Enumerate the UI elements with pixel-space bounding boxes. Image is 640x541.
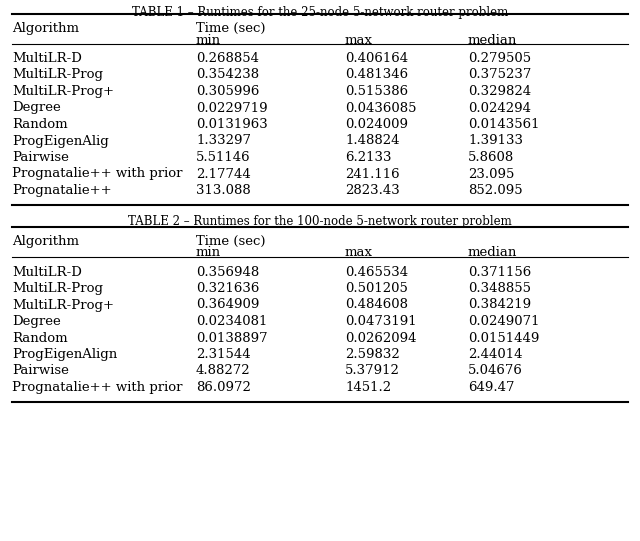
Text: 2.17744: 2.17744 [196,168,251,181]
Text: 0.305996: 0.305996 [196,85,259,98]
Text: Pairwise: Pairwise [12,365,69,378]
Text: 6.2133: 6.2133 [345,151,392,164]
Text: max: max [345,34,373,47]
Text: 0.356948: 0.356948 [196,266,259,279]
Text: 86.0972: 86.0972 [196,381,251,394]
Text: 0.465534: 0.465534 [345,266,408,279]
Text: Degree: Degree [12,102,61,115]
Text: 1.48824: 1.48824 [345,135,399,148]
Text: MultiLR-Prog: MultiLR-Prog [12,282,103,295]
Text: 0.371156: 0.371156 [468,266,531,279]
Text: 241.116: 241.116 [345,168,399,181]
Text: Algorithm: Algorithm [12,22,79,35]
Text: ProgEigenAlig: ProgEigenAlig [12,135,109,148]
Text: 2823.43: 2823.43 [345,184,400,197]
Text: Algorithm: Algorithm [12,234,79,247]
Text: 313.088: 313.088 [196,184,251,197]
Text: 0.354238: 0.354238 [196,69,259,82]
Text: MultiLR-D: MultiLR-D [12,266,82,279]
Text: MultiLR-Prog+: MultiLR-Prog+ [12,299,114,312]
Text: Prognatalie++ with prior: Prognatalie++ with prior [12,381,182,394]
Text: 23.095: 23.095 [468,168,515,181]
Text: 0.0138897: 0.0138897 [196,332,268,345]
Text: 0.329824: 0.329824 [468,85,531,98]
Text: MultiLR-D: MultiLR-D [12,52,82,65]
Text: 5.37912: 5.37912 [345,365,400,378]
Text: 0.364909: 0.364909 [196,299,259,312]
Text: 5.51146: 5.51146 [196,151,251,164]
Text: 0.279505: 0.279505 [468,52,531,65]
Text: 0.384219: 0.384219 [468,299,531,312]
Text: max: max [345,247,373,260]
Text: 2.44014: 2.44014 [468,348,522,361]
Text: Prognatalie++: Prognatalie++ [12,184,111,197]
Text: 0.0151449: 0.0151449 [468,332,540,345]
Text: 649.47: 649.47 [468,381,515,394]
Text: Time (sec): Time (sec) [196,22,266,35]
Text: 0.406164: 0.406164 [345,52,408,65]
Text: Time (sec): Time (sec) [196,234,266,247]
Text: 5.04676: 5.04676 [468,365,523,378]
Text: median: median [468,34,517,47]
Text: 0.024009: 0.024009 [345,118,408,131]
Text: MultiLR-Prog+: MultiLR-Prog+ [12,85,114,98]
Text: 4.88272: 4.88272 [196,365,251,378]
Text: Pairwise: Pairwise [12,151,69,164]
Text: 1.33297: 1.33297 [196,135,251,148]
Text: Prognatalie++ with prior: Prognatalie++ with prior [12,168,182,181]
Text: 1451.2: 1451.2 [345,381,391,394]
Text: TABLE 2 – Runtimes for the 100-node 5-network router problem: TABLE 2 – Runtimes for the 100-node 5-ne… [128,214,512,228]
Text: Random: Random [12,118,68,131]
Text: 5.8608: 5.8608 [468,151,515,164]
Text: 0.0473191: 0.0473191 [345,315,417,328]
Text: 0.0229719: 0.0229719 [196,102,268,115]
Text: 0.0143561: 0.0143561 [468,118,540,131]
Text: ProgEigenAlign: ProgEigenAlign [12,348,117,361]
Text: 0.268854: 0.268854 [196,52,259,65]
Text: 0.0249071: 0.0249071 [468,315,540,328]
Text: 0.0262094: 0.0262094 [345,332,417,345]
Text: 0.515386: 0.515386 [345,85,408,98]
Text: min: min [196,34,221,47]
Text: Degree: Degree [12,315,61,328]
Text: median: median [468,247,517,260]
Text: 852.095: 852.095 [468,184,523,197]
Text: 0.484608: 0.484608 [345,299,408,312]
Text: 0.024294: 0.024294 [468,102,531,115]
Text: 2.31544: 2.31544 [196,348,251,361]
Text: 0.321636: 0.321636 [196,282,259,295]
Text: 0.0131963: 0.0131963 [196,118,268,131]
Text: MultiLR-Prog: MultiLR-Prog [12,69,103,82]
Text: 0.375237: 0.375237 [468,69,531,82]
Text: 0.481346: 0.481346 [345,69,408,82]
Text: 2.59832: 2.59832 [345,348,400,361]
Text: 0.348855: 0.348855 [468,282,531,295]
Text: Random: Random [12,332,68,345]
Text: 0.0234081: 0.0234081 [196,315,268,328]
Text: 0.0436085: 0.0436085 [345,102,417,115]
Text: 1.39133: 1.39133 [468,135,523,148]
Text: TABLE 1 – Runtimes for the 25-node 5-network router problem: TABLE 1 – Runtimes for the 25-node 5-net… [132,6,508,19]
Text: 0.501205: 0.501205 [345,282,408,295]
Text: min: min [196,247,221,260]
